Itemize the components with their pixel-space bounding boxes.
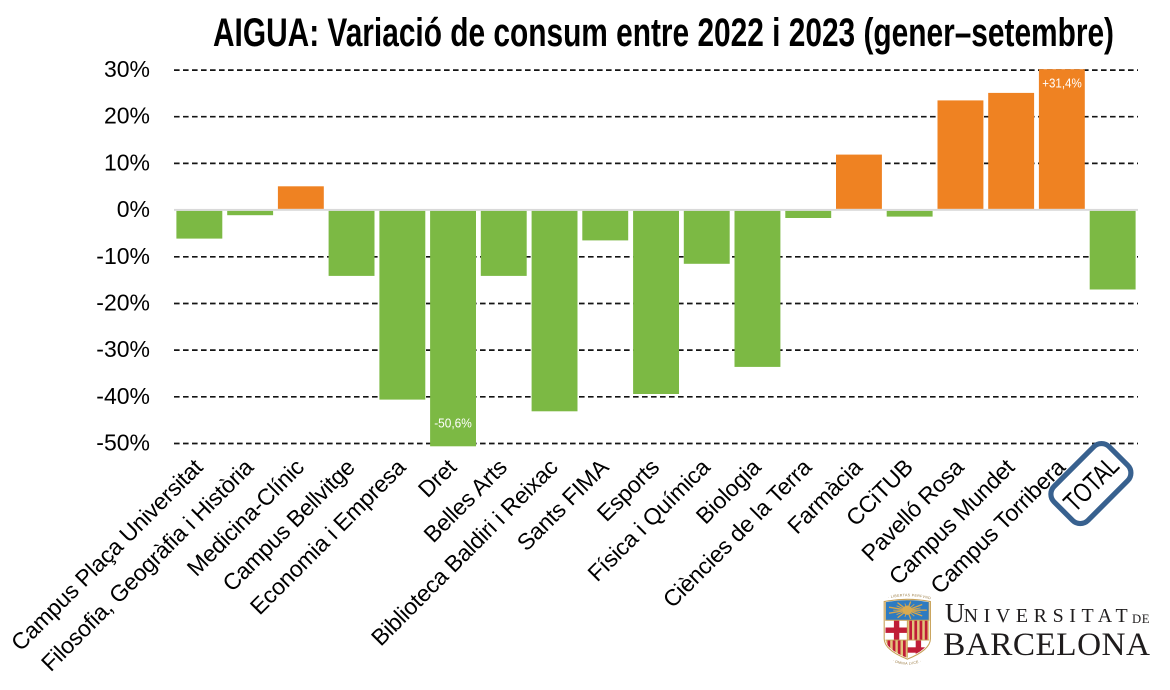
svg-text:U: U [945, 597, 965, 628]
svg-text:+31,4%: +31,4% [1042, 76, 1082, 91]
svg-text:10%: 10% [104, 149, 150, 175]
svg-text:BARCELONA: BARCELONA [943, 626, 1150, 663]
svg-text:· OMNIA LVCE ·: · OMNIA LVCE · [892, 659, 922, 666]
svg-text:20%: 20% [104, 103, 150, 129]
svg-text:-10%: -10% [96, 243, 150, 269]
svg-text:30%: 30% [104, 56, 150, 82]
svg-text:DE: DE [1132, 612, 1150, 626]
svg-text:-20%: -20% [96, 290, 150, 316]
svg-text:-30%: -30% [96, 336, 150, 362]
svg-text:0%: 0% [117, 196, 150, 222]
svg-text:· LIBERTAS PERFVNDET ·: · LIBERTAS PERFVNDET · [882, 589, 932, 601]
svg-text:-40%: -40% [96, 383, 150, 409]
svg-text:NIVERSITAT: NIVERSITAT [964, 605, 1128, 627]
svg-text:-50,6%: -50,6% [434, 415, 472, 430]
svg-text:AIGUA: Variació de consum entr: AIGUA: Variació de consum entre 2022 i 2… [213, 11, 1114, 55]
svg-text:-50%: -50% [96, 430, 150, 456]
